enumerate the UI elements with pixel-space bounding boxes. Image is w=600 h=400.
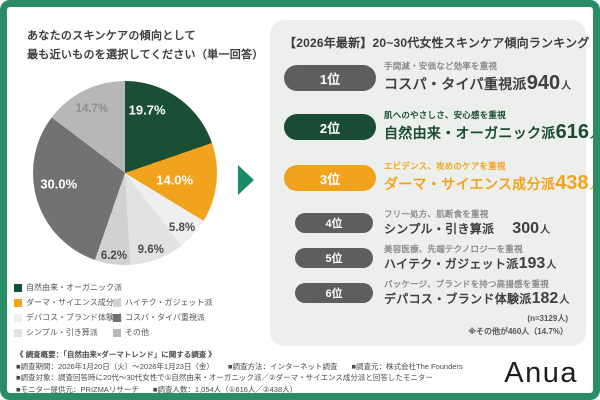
rank-description: フリー処方、肌断食を重視	[384, 208, 489, 219]
rank-label: 自然由来・オーガニック派	[384, 125, 556, 141]
survey-question-line2: 最も近いものを選択してください（単一回答）	[27, 49, 264, 61]
rank-badge: 5位	[295, 248, 373, 268]
legend-item: デパコス・ブランド体験派	[14, 312, 122, 323]
legend-item: ハイテク・ガジェット派	[113, 297, 213, 308]
rank-label: シンプル・引き算派	[384, 221, 495, 236]
legend-swatch	[14, 313, 22, 322]
pie-value-label: 14.0%	[156, 172, 194, 188]
legend-swatch	[14, 328, 22, 337]
rank-label: デパコス・ブランド体験派	[384, 291, 532, 306]
arrow-right-icon	[238, 165, 254, 195]
legend-label: コスパ・タイパ重視派	[125, 313, 205, 322]
ranking-row-2: 2位 肌へのやさしさ、安心感を重視 自然由来・オーガニック派 616人	[284, 107, 600, 147]
rank-badge: 4位	[295, 213, 373, 233]
legend-item: 自然由来・オーガニック派	[14, 282, 122, 293]
legend-swatch	[113, 313, 121, 322]
legend-label: 自然由来・オーガニック派	[26, 283, 122, 292]
pie-value-label: 19.7%	[128, 102, 166, 118]
ranking-row-4: 4位 フリー処方、肌断食を重視 シンプル・引き算派 300人	[284, 207, 572, 239]
ranking-row-5: 5位 美容医療、先端テクノロジーを重視 ハイテク・ガジェット派 193人	[284, 242, 572, 274]
legend-swatch	[113, 298, 121, 307]
rank-count: 193人	[518, 254, 557, 272]
rank-badge: 2位	[284, 114, 376, 140]
pie-value-label: 6.2%	[100, 249, 128, 262]
survey-overview-line2: ■調査期間：2026年1月20日（火）～2026年1月23日（金） ■調査方法：イ…	[16, 361, 463, 371]
pie-chart: 19.7% 14.0% 5.8% 9.6% 6.2% 30.0% 14.7%	[33, 81, 217, 265]
ranking-row-1: 1位 手間減・安価など効率を重視 コスパ・タイパ重視派 940人	[284, 58, 572, 98]
ranking-title: 【2026年最新】20~30代女性スキンケア傾向ランキング	[284, 36, 590, 50]
survey-overview-line3: ■調査対象：調査回答時に20代～30代女性で①自然由来・オーガニック派／②ダーマ…	[16, 373, 433, 382]
pie-value-label: 9.6%	[137, 244, 164, 257]
survey-overview: 《 調査概要：「自然由来×ダーマトレンド」に関する調査 》 ■調査期間：2026…	[16, 349, 486, 395]
rank-badge: 1位	[284, 65, 376, 91]
rank-description: エビデンス、攻めのケアを重視	[384, 161, 506, 171]
ranking-row-3: 3位 エビデンス、攻めのケアを重視 ダーマ・サイエンス成分派 438人	[284, 158, 600, 198]
survey-question-title: あなたのスキンケアの傾向として 最も近いものを選択してください（単一回答）	[27, 27, 264, 65]
sample-size-notes: (n=3129人) ※その他が460人（14.7%）	[284, 312, 572, 338]
rank-description: 美容医療、先端テクノロジーを重視	[384, 243, 523, 254]
legend-label: シンプル・引き算派	[26, 328, 98, 337]
rank-badge: 6位	[295, 283, 373, 303]
legend-item: ダーマ・サイエンス成分派	[14, 297, 122, 308]
legend-label: ハイテク・ガジェット派	[125, 298, 213, 307]
legend-item: シンプル・引き算派	[14, 327, 98, 338]
rank-description: パッケージ、ブランドを持つ高揚感を重視	[384, 278, 549, 289]
rank-count: 616人	[555, 121, 600, 143]
note-other: ※その他が460人（14.7%）	[468, 327, 568, 336]
legend-swatch	[14, 298, 22, 307]
rank-count: 438人	[555, 172, 600, 194]
legend-label: その他	[125, 328, 149, 337]
survey-overview-line4: ■モニター提供元：PRIZMAリサーチ ■調査人数：1,054人（①616人／②4…	[16, 384, 298, 394]
rank-count: 940人	[526, 72, 572, 94]
legend-item: その他	[113, 327, 149, 338]
rank-description: 手間減・安価など効率を重視	[384, 61, 498, 71]
legend-swatch	[14, 283, 22, 292]
survey-overview-title: 《 調査概要：「自然由来×ダーマトレンド」に関する調査 》	[16, 350, 216, 359]
pie-value-label: 14.7%	[75, 102, 109, 115]
legend-item: コスパ・タイパ重視派	[113, 312, 205, 323]
legend-label: デパコス・ブランド体験派	[26, 313, 122, 322]
pie-value-label: 5.8%	[168, 222, 196, 235]
rank-count: 300人	[512, 219, 550, 237]
ranking-panel: 【2026年最新】20~30代女性スキンケア傾向ランキング 1位 手間減・安価な…	[270, 20, 600, 346]
rank-label: コスパ・タイパ重視派	[384, 76, 527, 92]
rank-label: ハイテク・ガジェット派	[384, 256, 519, 271]
ranking-row-6: 6位 パッケージ、ブランドを持つ高揚感を重視 デパコス・ブランド体験派 182人	[284, 277, 572, 309]
note-n: (n=3129人)	[527, 314, 568, 323]
rank-badge: 3位	[284, 165, 376, 191]
pie-value-label: 30.0%	[40, 176, 78, 192]
survey-question-line1: あなたのスキンケアの傾向として	[27, 30, 196, 42]
rank-label: ダーマ・サイエンス成分派	[384, 176, 556, 192]
legend-swatch	[113, 328, 121, 337]
rank-count: 182人	[531, 289, 570, 307]
rank-description: 肌へのやさしさ、安心感を重視	[384, 110, 506, 120]
legend-label: ダーマ・サイエンス成分派	[26, 298, 122, 307]
anua-logo: Anua	[504, 357, 578, 389]
pie-circle	[33, 81, 217, 265]
